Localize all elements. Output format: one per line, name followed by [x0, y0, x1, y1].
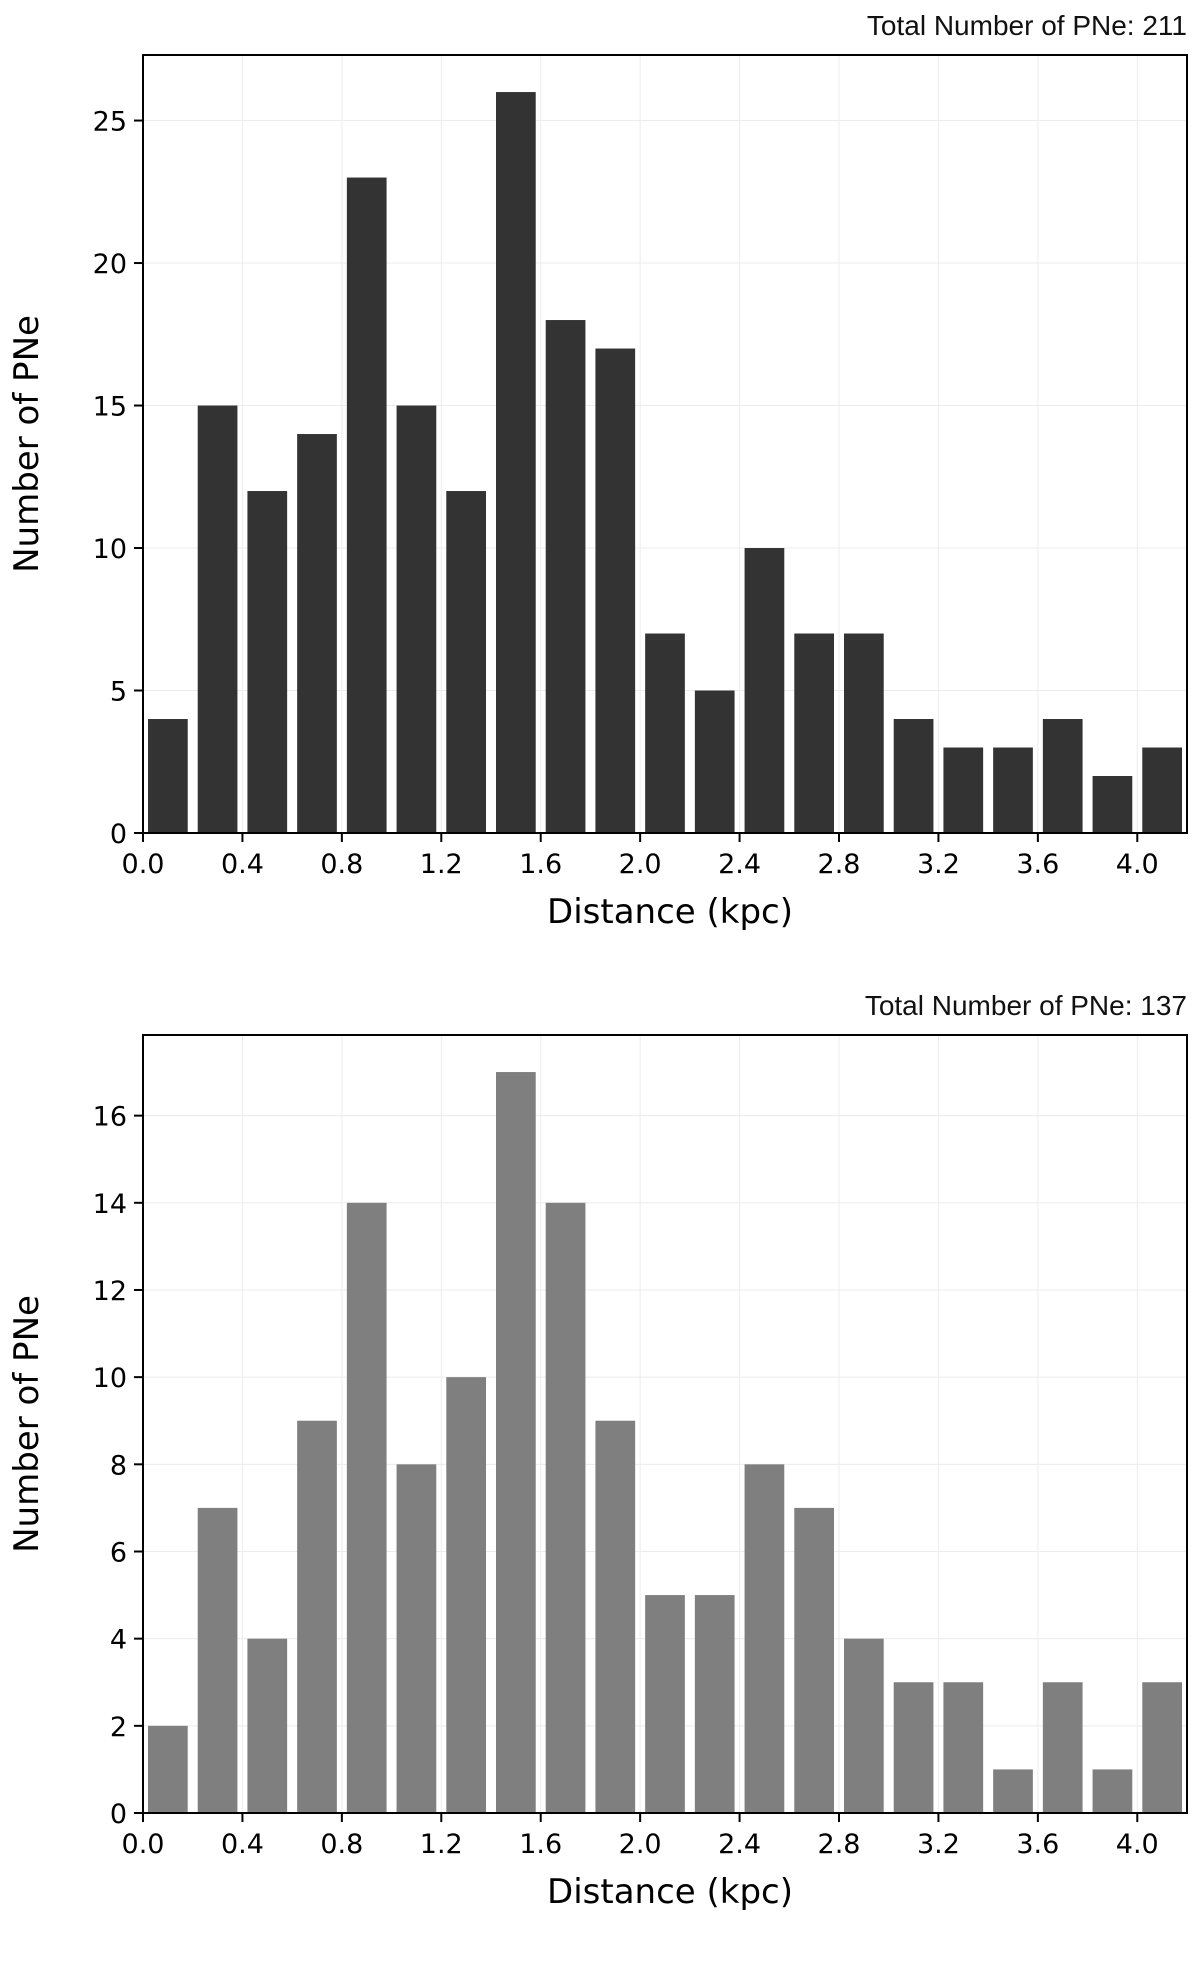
histogram-chart-subset: 0.0 0.4 0.8 1.2 1.6 2.0 2.4 2.8 3.2 3.6 4.0 0 2 4 6 8 10…	[7, 990, 1188, 1912]
chart-0-bar-15	[893, 719, 934, 833]
chart-1-y-axis-label: Number of PNe	[7, 1295, 47, 1553]
chart-0-y-tick-label-0: 0	[110, 819, 127, 850]
chart-0-bar-3	[297, 434, 337, 833]
chart-1-bar-13	[794, 1507, 834, 1813]
chart-1-bar-2	[247, 1638, 288, 1813]
chart-0-bar-2	[247, 491, 288, 833]
chart-0-x-tick-label-5: 2.0	[619, 849, 662, 880]
histogram-panel-subset: 0.0 0.4 0.8 1.2 1.6 2.0 2.4 2.8 3.2 3.6 4.0 0 2 4 6 8 10…	[0, 980, 1200, 1960]
chart-1-bar-8	[545, 1202, 586, 1813]
chart-0-bar-1	[197, 405, 238, 833]
chart-0-bar-8	[545, 320, 586, 833]
chart-0-bar-4	[346, 177, 387, 834]
chart-1-bar-16	[943, 1682, 984, 1813]
chart-0-total-count-label: Total Number of PNe: 211	[867, 10, 1187, 41]
chart-0-bar-12	[744, 548, 785, 833]
chart-1-bar-6	[446, 1377, 486, 1813]
chart-1-y-tick-label-8: 16	[93, 1102, 127, 1133]
chart-1-x-tick-label-7: 2.8	[818, 1829, 861, 1860]
chart-0-y-tick-label-5: 25	[93, 107, 127, 138]
chart-0-bar-10	[645, 633, 685, 833]
chart-1-y-tick-label-4: 8	[110, 1450, 127, 1481]
chart-1-bar-12	[744, 1464, 785, 1813]
chart-1-bar-3	[297, 1420, 337, 1813]
chart-1-y-tick-label-6: 12	[93, 1276, 127, 1307]
chart-1-bar-20	[1142, 1682, 1182, 1813]
chart-1-x-tick-label-9: 3.6	[1016, 1829, 1059, 1860]
chart-0-bar-0	[148, 719, 188, 833]
chart-1-bar-7	[496, 1072, 536, 1813]
chart-1-plot-frame	[142, 1034, 1188, 1814]
chart-1-x-tick-label-4: 1.6	[519, 1829, 562, 1860]
chart-1-x-tick-label-1: 0.4	[221, 1829, 264, 1860]
chart-1-bar-14	[844, 1638, 884, 1813]
chart-0-x-tick-label-0: 0.0	[122, 849, 165, 880]
chart-0-y-tick-label-1: 5	[110, 677, 127, 708]
chart-0-x-tick-label-6: 2.4	[718, 849, 761, 880]
chart-1-x-tick-label-5: 2.0	[619, 1829, 662, 1860]
chart-1-x-tick-label-3: 1.2	[420, 1829, 463, 1860]
chart-1-x-axis-label: Distance (kpc)	[547, 1872, 793, 1912]
chart-0-bar-7	[496, 92, 536, 834]
chart-0-y-axis-label: Number of PNe	[7, 315, 47, 573]
chart-0-bar-20	[1142, 747, 1182, 833]
chart-1-y-tick-label-2: 4	[110, 1625, 127, 1656]
chart-0-bar-5	[396, 405, 437, 833]
chart-0-bar-11	[694, 690, 735, 833]
chart-0-x-tick-label-10: 4.0	[1116, 849, 1159, 880]
chart-1-bar-18	[1042, 1682, 1083, 1813]
chart-0-y-tick-label-2: 10	[93, 534, 127, 565]
histogram-chart-all: 0.0 0.4 0.8 1.2 1.6 2.0 2.4 2.8 3.2 3.6 4.0 0 5 10 15 2…	[7, 10, 1188, 932]
chart-1-bar-17	[993, 1769, 1033, 1813]
chart-0-bar-6	[446, 491, 486, 833]
chart-1-y-tick-label-1: 2	[110, 1712, 127, 1743]
chart-0-bar-18	[1042, 719, 1083, 833]
chart-1-bar-5	[396, 1464, 437, 1813]
chart-1-x-tick-label-10: 4.0	[1116, 1829, 1159, 1860]
chart-1-x-tick-label-2: 0.8	[320, 1829, 363, 1860]
chart-1-y-tick-label-0: 0	[110, 1799, 127, 1830]
chart-1-bar-4	[346, 1202, 387, 1813]
chart-0-bar-14	[844, 633, 884, 833]
histogram-panel-all: 0.0 0.4 0.8 1.2 1.6 2.0 2.4 2.8 3.2 3.6 4.0 0 5 10 15 2…	[0, 0, 1200, 980]
chart-0-x-tick-label-8: 3.2	[917, 849, 960, 880]
chart-0-x-tick-label-7: 2.8	[818, 849, 861, 880]
chart-0-bar-13	[794, 633, 834, 833]
chart-1-bar-0	[148, 1725, 188, 1813]
chart-0-y-tick-label-4: 20	[93, 249, 127, 280]
chart-0-bar-16	[943, 747, 984, 833]
chart-0-x-tick-label-1: 0.4	[221, 849, 264, 880]
chart-1-y-tick-label-5: 10	[93, 1363, 127, 1394]
chart-1-bar-15	[893, 1682, 934, 1813]
chart-0-bar-9	[595, 348, 636, 833]
chart-1-bar-1	[197, 1507, 238, 1813]
chart-0-bar-19	[1092, 776, 1133, 833]
chart-0-x-axis-label: Distance (kpc)	[547, 892, 793, 932]
chart-1-bar-9	[595, 1420, 636, 1813]
chart-0-x-tick-label-3: 1.2	[420, 849, 463, 880]
chart-0-x-tick-label-2: 0.8	[320, 849, 363, 880]
chart-0-plot-frame	[142, 54, 1188, 834]
chart-0-x-tick-label-9: 3.6	[1016, 849, 1059, 880]
chart-1-bar-10	[645, 1595, 685, 1813]
chart-1-y-tick-label-7: 14	[93, 1189, 127, 1220]
chart-1-total-count-label: Total Number of PNe: 137	[865, 990, 1187, 1021]
chart-1-bar-11	[694, 1595, 735, 1813]
chart-1-x-tick-label-0: 0.0	[122, 1829, 165, 1860]
chart-0-bar-17	[993, 747, 1033, 833]
chart-0-y-tick-label-3: 15	[93, 392, 127, 423]
chart-1-y-tick-label-3: 6	[110, 1537, 127, 1568]
chart-1-x-tick-label-8: 3.2	[917, 1829, 960, 1860]
chart-1-x-tick-label-6: 2.4	[718, 1829, 761, 1860]
chart-1-bar-19	[1092, 1769, 1133, 1813]
chart-0-x-tick-label-4: 1.6	[519, 849, 562, 880]
